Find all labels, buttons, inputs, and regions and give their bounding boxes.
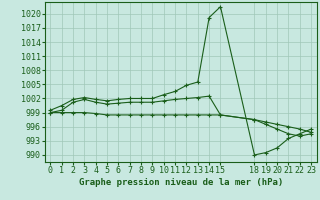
X-axis label: Graphe pression niveau de la mer (hPa): Graphe pression niveau de la mer (hPa) xyxy=(79,178,283,187)
